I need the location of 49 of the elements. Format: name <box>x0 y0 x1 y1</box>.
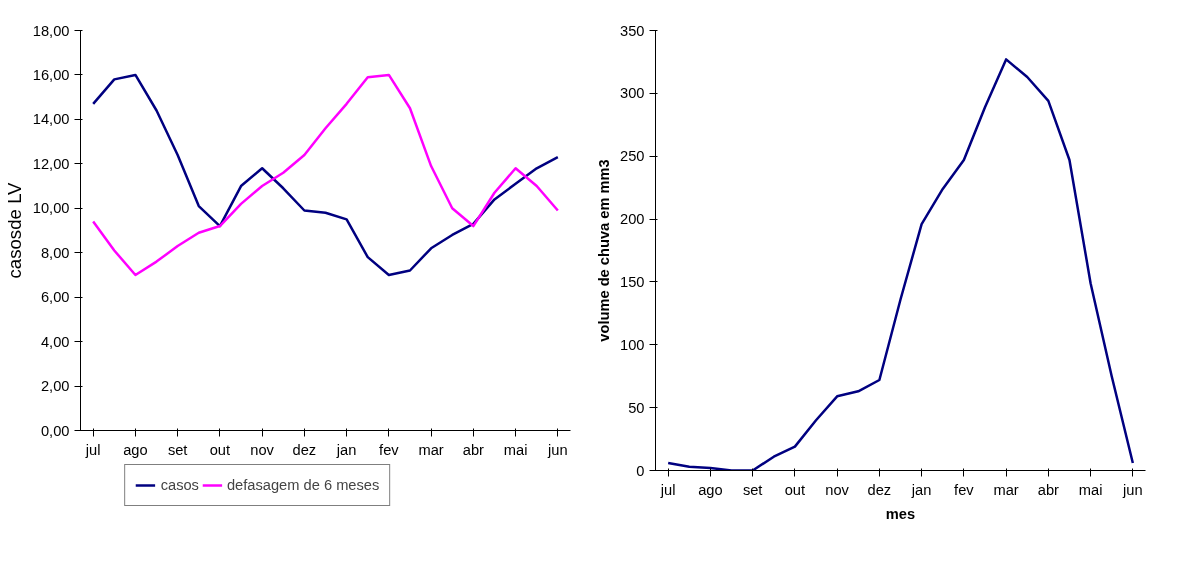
x-tick-label: out <box>209 441 231 458</box>
y-tick-label: 250 <box>620 148 645 165</box>
legend-label: casos <box>160 477 199 493</box>
x-tick-label: mar <box>418 441 444 458</box>
x-tick-label: dez <box>292 441 317 458</box>
x-tick-label: mar <box>993 481 1019 498</box>
y-tick-label: 2,00 <box>40 378 70 395</box>
line-series <box>666 58 1135 471</box>
y-tick-label: 4,00 <box>40 333 70 350</box>
x-tick-label: mai <box>1078 481 1103 498</box>
x-tick-label: mai <box>503 441 528 458</box>
x-tick-label: fev <box>379 441 400 458</box>
y-tick-label: 100 <box>620 336 645 353</box>
y-tick-label: 18,00 <box>32 22 70 39</box>
x-tick-label: ago <box>123 441 148 458</box>
x-tick-label: jun <box>1122 481 1143 498</box>
y-tick-label: 8,00 <box>40 244 70 261</box>
x-tick-label: jun <box>547 441 568 458</box>
x-axis-title: mes <box>885 505 916 522</box>
line-series <box>91 73 560 277</box>
y-tick-label: 12,00 <box>32 155 70 172</box>
x-tick-label: fev <box>954 481 975 498</box>
x-tick-label: jan <box>910 481 932 498</box>
y-tick-label: 50 <box>628 399 645 416</box>
y-axis-title: casosde LV <box>3 181 25 279</box>
y-tick-label: 200 <box>620 211 645 228</box>
y-tick-label: 10,00 <box>32 200 70 217</box>
y-axis-title: volume de chuva em mm3 <box>596 159 613 342</box>
x-tick-label: nov <box>825 481 850 498</box>
y-tick-label: 0,00 <box>40 422 70 439</box>
y-tick-label: 300 <box>620 85 645 102</box>
y-tick-label: 0 <box>636 462 645 479</box>
x-tick-label: nov <box>250 441 275 458</box>
x-tick-label: jul <box>659 481 676 498</box>
x-tick-label: set <box>742 481 763 498</box>
y-tick-label: 350 <box>620 22 645 39</box>
x-tick-label: dez <box>867 481 892 498</box>
x-tick-label: abr <box>462 441 485 458</box>
x-tick-label: out <box>784 481 806 498</box>
y-tick-label: 6,00 <box>40 289 70 306</box>
x-tick-label: ago <box>698 481 723 498</box>
x-tick-label: jan <box>335 441 357 458</box>
y-tick-label: 14,00 <box>32 111 70 128</box>
x-tick-label: abr <box>1037 481 1060 498</box>
x-tick-label: set <box>167 441 188 458</box>
y-tick-label: 150 <box>620 273 645 290</box>
legend-label: defasagem de 6 meses <box>226 477 380 493</box>
x-tick-label: jul <box>84 441 101 458</box>
y-tick-label: 16,00 <box>32 66 70 83</box>
